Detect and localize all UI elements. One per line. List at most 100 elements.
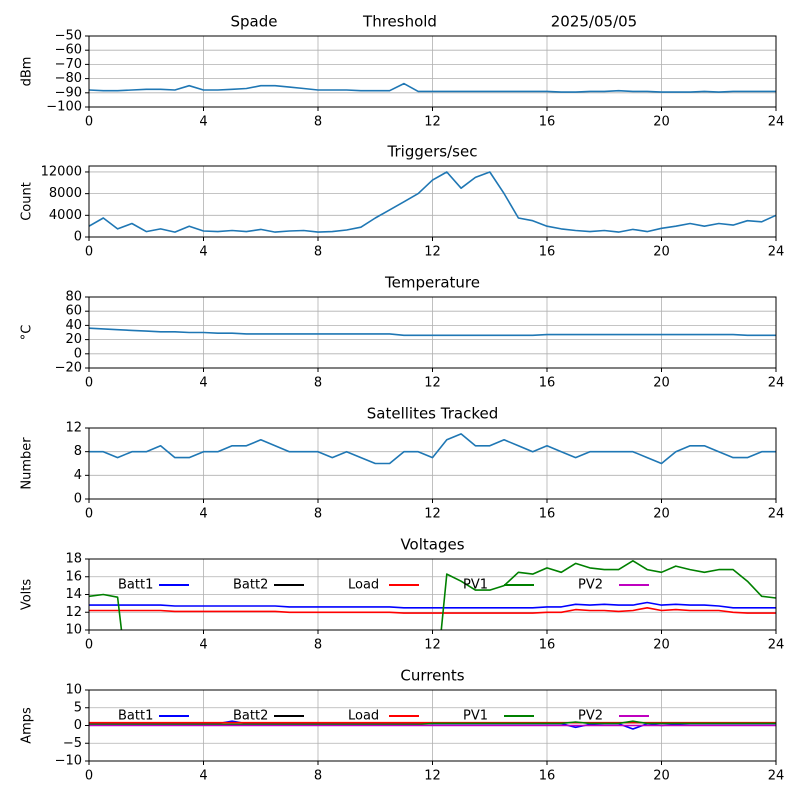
y-tick-label: 0 [74,492,82,507]
x-tick-label: 0 [85,376,93,391]
x-tick-label: 16 [539,376,556,391]
y-axis-label: °C [20,325,35,341]
panel-title: Voltages [400,536,464,554]
x-tick-label: 24 [768,769,785,784]
series-line [89,82,776,93]
x-tick-label: 20 [653,769,670,784]
x-tick-label: 20 [653,507,670,522]
legend-label: Batt2 [233,578,268,593]
legend-label: PV2 [578,578,603,593]
legend-label: Batt2 [233,709,268,724]
axes-frame [88,35,777,108]
series-line [89,560,776,630]
panel-title: Triggers/sec [387,143,478,161]
y-axis-label: dBm [20,57,35,87]
x-tick-label: 0 [85,507,93,522]
x-tick-label: 8 [314,376,322,391]
y-tick-label: 60 [65,304,82,319]
legend-label: Batt1 [118,578,153,593]
x-tick-label: 24 [768,376,785,391]
axes-frame [88,558,777,631]
x-tick-label: 20 [653,115,670,130]
x-tick-label: 8 [314,638,322,653]
plot-area [89,327,776,337]
y-axis-label: Number [20,437,35,490]
legend-label: PV2 [578,709,603,724]
panel-title: 2025/05/05 [551,13,637,31]
panel: Triggers/sec Count 0 4 8 12 16 20 24 0 4000 8000 120… [20,143,785,260]
x-tick-label: 24 [768,638,785,653]
legend-label: Load [348,578,379,593]
legend-label: PV1 [463,709,488,724]
y-tick-label: 0 [74,346,82,361]
x-tick-label: 12 [424,769,441,784]
y-tick-label: 4 [74,468,82,483]
x-tick-label: 20 [653,638,670,653]
panel-title: Currents [400,667,464,685]
y-tick-label: 10 [65,623,82,638]
x-tick-label: 0 [85,245,93,260]
x-tick-label: 16 [539,507,556,522]
x-tick-label: 12 [424,507,441,522]
x-tick-label: 16 [539,769,556,784]
y-axis-label: Volts [20,579,35,611]
y-tick-label: 5 [74,700,82,715]
y-tick-label: 12000 [41,164,82,179]
x-tick-label: 4 [199,769,207,784]
y-tick-label: 0 [74,718,82,733]
y-tick-label: 8000 [49,186,82,201]
x-tick-label: 12 [424,115,441,130]
x-tick-label: 16 [539,245,556,260]
x-tick-label: 24 [768,507,785,522]
y-axis-label: Count [20,182,35,221]
panel: Currents Amps 0 4 8 12 16 20 24 −10 −5 0 5 10 Batt1 Bat… [20,667,785,784]
y-tick-label: 18 [65,552,82,567]
x-tick-label: 12 [424,638,441,653]
panel: Voltages Volts 0 4 8 12 16 20 24 10 12 14 16 18 Batt1 B… [20,536,785,653]
plot-area [89,433,776,465]
series-line [89,327,776,337]
series-line [89,433,776,465]
series-line [89,720,776,726]
y-tick-label: 80 [65,290,82,305]
series-line [89,171,776,233]
x-tick-label: 16 [539,638,556,653]
y-tick-label: 12 [65,605,82,620]
x-tick-label: 8 [314,115,322,130]
x-tick-label: 12 [424,245,441,260]
axes-frame [88,165,777,238]
axes-frame [88,427,777,500]
y-tick-label: 12 [65,421,82,436]
y-tick-label: −5 [63,736,82,751]
panel-title: Spade [231,13,278,31]
x-tick-label: 16 [539,115,556,130]
plot-area [89,82,776,93]
x-tick-label: 20 [653,245,670,260]
legend-label: Batt1 [118,709,153,724]
plot-area [89,720,776,730]
x-tick-label: 4 [199,376,207,391]
x-tick-label: 4 [199,115,207,130]
plot-area [89,560,776,630]
legend-label: Load [348,709,379,724]
series-line [89,601,776,609]
x-tick-label: 24 [768,245,785,260]
plot-area [89,171,776,233]
x-tick-label: 8 [314,769,322,784]
axes-frame [88,296,777,369]
panel-title: Temperature [384,274,480,292]
panel: Spade Threshold 2025/05/05 dBm 0 4 8 12 16 20 24 −1… [20,13,785,130]
x-tick-label: 20 [653,376,670,391]
y-tick-label: 8 [74,444,82,459]
y-tick-label: −100 [46,100,82,115]
y-tick-label: 16 [65,569,82,584]
panel-title: Threshold [362,13,437,31]
x-tick-label: 24 [768,115,785,130]
y-tick-label: 0 [74,230,82,245]
panel-title: Satellites Tracked [367,405,498,423]
y-tick-label: −20 [55,361,82,376]
y-tick-label: −80 [55,71,82,86]
y-tick-label: −90 [55,85,82,100]
